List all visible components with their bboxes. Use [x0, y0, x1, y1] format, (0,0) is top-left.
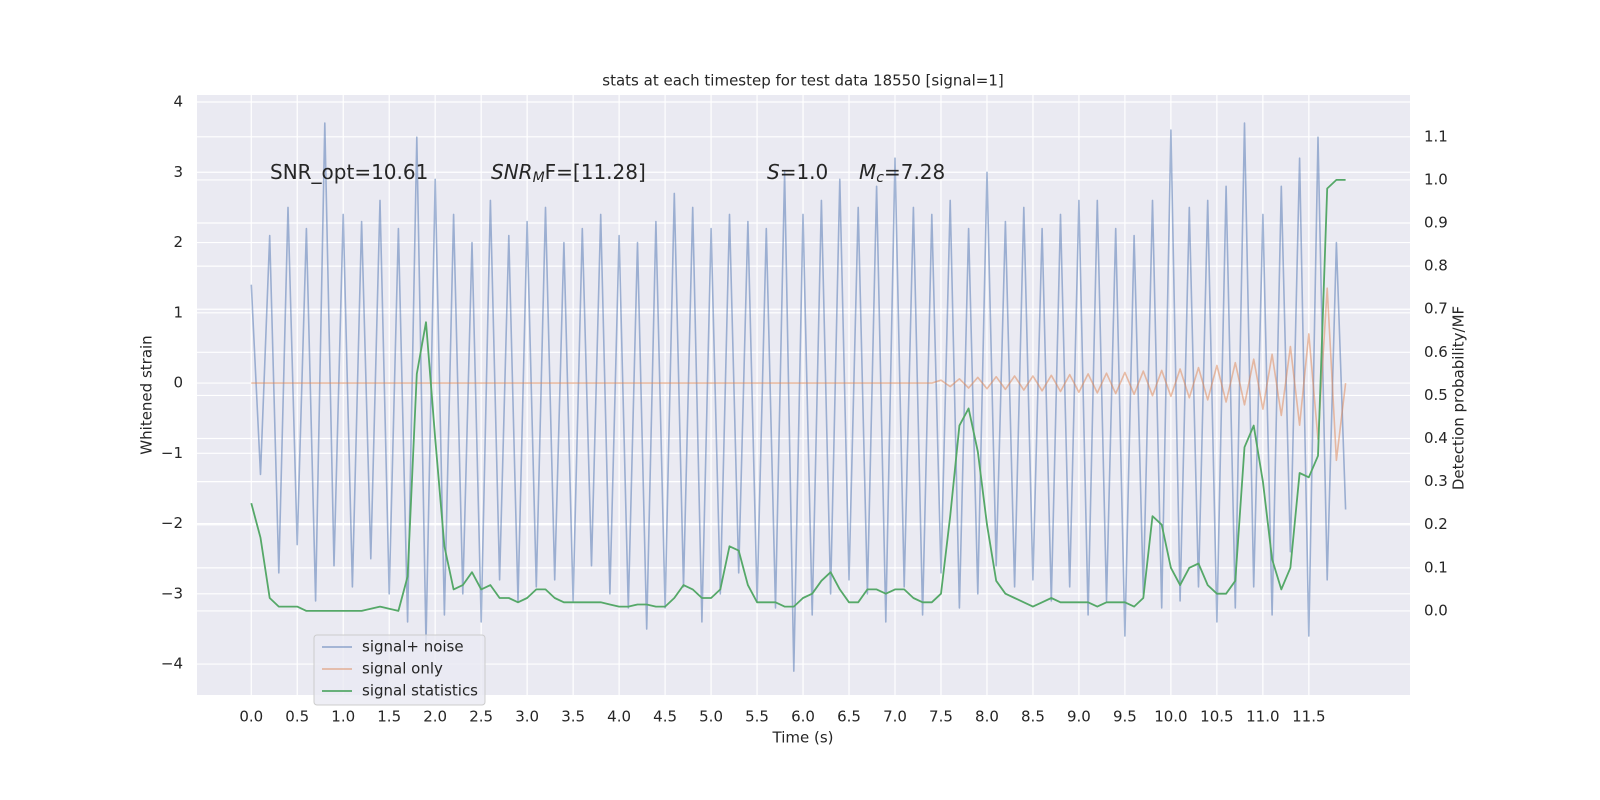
x-tick-label: 8.0	[975, 708, 999, 726]
annotation-sub: M	[533, 170, 545, 186]
annotation-tail: =7.28	[884, 160, 945, 184]
y-tick-label: 1	[173, 303, 183, 321]
annotation-sub: c	[876, 170, 884, 186]
annotation-tail: =1.0	[780, 160, 829, 184]
y2-tick-label: 0.2	[1424, 515, 1448, 533]
annotation: S=1.0	[767, 160, 828, 184]
y2-tick-label: 0.3	[1424, 472, 1448, 490]
x-tick-label: 0.0	[239, 708, 263, 726]
annotation: Mc=7.28	[859, 160, 945, 187]
annotation-tail: F=[11.28]	[545, 160, 646, 184]
x-axis-label: Time (s)	[772, 729, 834, 747]
x-tick-label: 9.5	[1113, 708, 1137, 726]
y-tick-label: 2	[173, 233, 183, 251]
x-tick-label: 9.0	[1067, 708, 1091, 726]
y-tick-label: −3	[161, 584, 183, 602]
x-tick-label: 4.0	[607, 708, 631, 726]
y2-tick-label: 0.1	[1424, 558, 1448, 576]
y-tick-label: −1	[161, 444, 183, 462]
x-tick-label: 4.5	[653, 708, 677, 726]
y2-tick-label: 0.0	[1424, 601, 1448, 619]
y2-tick-label: 0.4	[1424, 429, 1448, 447]
annotation-base: M	[859, 160, 876, 184]
x-tick-label: 7.0	[883, 708, 907, 726]
x-tick-label: 5.0	[699, 708, 723, 726]
legend-label: signal statistics	[362, 682, 478, 700]
x-tick-label: 6.5	[837, 708, 861, 726]
x-tick-label: 8.5	[1021, 708, 1045, 726]
annotation-base: SNR	[491, 160, 533, 184]
x-tick-label: 2.5	[469, 708, 493, 726]
y-tick-label: 4	[173, 93, 183, 111]
x-tick-label: 5.5	[745, 708, 769, 726]
x-tick-label: 11.0	[1246, 708, 1279, 726]
y2-tick-label: 0.9	[1424, 214, 1448, 232]
y-tick-label: 3	[173, 163, 183, 181]
x-tick-label: 3.0	[515, 708, 539, 726]
y-tick-label: −2	[161, 514, 183, 532]
y2-tick-label: 0.6	[1424, 343, 1448, 361]
x-tick-label: 11.5	[1292, 708, 1325, 726]
annotation-base: S	[767, 160, 780, 184]
annotation: SNRMF=[11.28]	[491, 160, 646, 187]
x-tick-label: 1.5	[377, 708, 401, 726]
annotation-base: SNR_opt=10.61	[270, 160, 428, 184]
x-tick-label: 3.5	[561, 708, 585, 726]
series-line	[250, 179, 1346, 612]
y2-tick-label: 0.8	[1424, 257, 1448, 275]
y2-tick-label: 0.5	[1424, 386, 1448, 404]
annotation: SNR_opt=10.61	[270, 160, 428, 184]
y-tick-label: −4	[161, 655, 183, 673]
x-tick-label: 6.0	[791, 708, 815, 726]
x-tick-label: 1.0	[331, 708, 355, 726]
x-tick-label: 7.5	[929, 708, 953, 726]
y2-tick-label: 0.7	[1424, 300, 1448, 318]
y2-tick-label: 1.0	[1424, 170, 1448, 188]
x-tick-label: 2.0	[423, 708, 447, 726]
chart-title: stats at each timestep for test data 185…	[602, 72, 1003, 90]
x-tick-label: 10.0	[1154, 708, 1187, 726]
x-tick-label: 10.5	[1200, 708, 1233, 726]
series-line	[251, 287, 1347, 462]
legend-label: signal only	[362, 660, 443, 678]
y2-tick-label: 1.1	[1424, 127, 1448, 145]
legend-box	[313, 634, 486, 706]
legend-label: signal+ noise	[362, 638, 464, 656]
x-tick-label: 0.5	[285, 708, 309, 726]
y-tick-label: 0	[173, 374, 183, 392]
y-axis-label: Whitened strain	[138, 335, 156, 454]
y2-axis-label: Detection probability/MF	[1450, 306, 1468, 490]
